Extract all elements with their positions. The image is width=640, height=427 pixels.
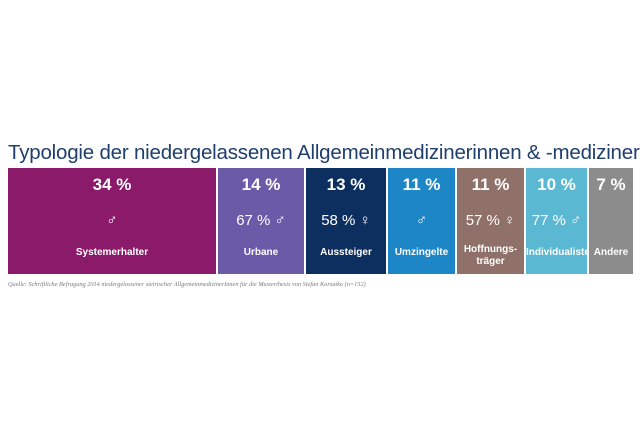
segment-gender-label: 58 % ♀ bbox=[321, 212, 371, 229]
bar-segment-0: 34 % ♂ Systemerhalter bbox=[8, 168, 216, 274]
bar-segment-6: 7 % Andere bbox=[589, 168, 633, 274]
segment-category-label: Urbane bbox=[243, 247, 279, 258]
source-note: Quelle: Schriftliche Befragung 2014 nied… bbox=[8, 281, 366, 288]
segment-category-label: Hoffnungs- träger bbox=[463, 244, 518, 267]
segment-percent-label: 11 % bbox=[471, 175, 510, 194]
segment-percent-label: 7 % bbox=[596, 175, 626, 194]
segment-gender-label: 77 % ♂ bbox=[531, 212, 582, 229]
segment-category-label: Systemerhalter bbox=[75, 247, 149, 258]
segment-gender-label: 57 % ♀ bbox=[465, 212, 516, 229]
segment-percent-label: 34 % bbox=[92, 175, 132, 194]
chart-title: Typologie der niedergelassenen Allgemein… bbox=[8, 141, 640, 164]
segment-gender-label: ♂ bbox=[415, 212, 428, 229]
segment-category-label: Individualisten bbox=[526, 247, 597, 258]
bar-segment-3: 11 % ♂ Umzingelte bbox=[388, 168, 455, 274]
segment-gender-label: 67 % ♂ bbox=[236, 212, 286, 229]
bar-segment-1: 14 % 67 % ♂ Urbane bbox=[218, 168, 304, 274]
stacked-bar: 34 % ♂ Systemerhalter 14 % 67 % ♂ Urbane 13 % 5… bbox=[8, 168, 633, 274]
segment-category-label: Aussteiger bbox=[320, 247, 372, 258]
segment-percent-label: 13 % bbox=[326, 175, 366, 194]
segment-category-label: Umzingelte bbox=[394, 247, 449, 258]
segment-category-label: Andere bbox=[593, 247, 629, 258]
segment-percent-label: 14 % bbox=[241, 175, 281, 194]
bar-segment-5: 10 % 77 % ♂ Individualisten bbox=[526, 168, 597, 274]
segment-percent-label: 11 % bbox=[402, 175, 441, 194]
segment-percent-label: 10 % bbox=[537, 175, 576, 194]
bar-segment-2: 13 % 58 % ♀ Aussteiger bbox=[306, 168, 386, 274]
segment-gender-label: ♂ bbox=[106, 212, 118, 229]
bar-segment-4: 11 % 57 % ♀ Hoffnungs- träger bbox=[457, 168, 524, 274]
